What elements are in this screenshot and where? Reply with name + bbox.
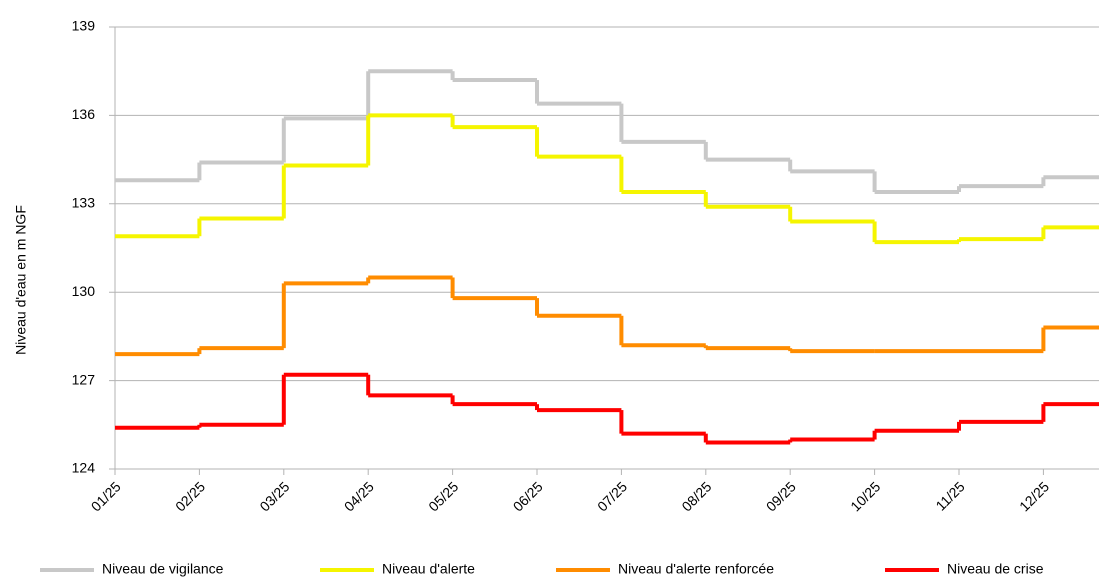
x-tick-label: 02/25 xyxy=(172,478,208,514)
y-tick-label: 133 xyxy=(72,195,96,211)
x-tick-label: 01/25 xyxy=(88,478,124,514)
y-tick-label: 127 xyxy=(72,371,96,387)
x-tick-label: 04/25 xyxy=(341,478,377,514)
legend-label: Niveau d'alerte renforcée xyxy=(618,561,774,577)
legend-label: Niveau d'alerte xyxy=(382,561,475,577)
y-tick-label: 136 xyxy=(72,106,96,122)
x-tick-label: 08/25 xyxy=(678,478,714,514)
y-axis-label: Niveau d'eau en m NGF xyxy=(13,205,29,355)
x-tick-label: 03/25 xyxy=(256,478,292,514)
x-tick-label: 05/25 xyxy=(425,478,461,514)
y-tick-label: 124 xyxy=(72,460,96,476)
x-tick-label: 12/25 xyxy=(1016,478,1052,514)
x-tick-label: 11/25 xyxy=(932,478,968,514)
x-tick-label: 10/25 xyxy=(847,478,883,514)
y-tick-label: 139 xyxy=(72,18,96,34)
legend-label: Niveau de vigilance xyxy=(102,561,224,577)
x-tick-label: 09/25 xyxy=(763,478,799,514)
legend-label: Niveau de crise xyxy=(947,561,1044,577)
x-tick-label: 06/25 xyxy=(510,478,546,514)
x-tick-label: 07/25 xyxy=(594,478,630,514)
y-tick-label: 130 xyxy=(72,283,96,299)
